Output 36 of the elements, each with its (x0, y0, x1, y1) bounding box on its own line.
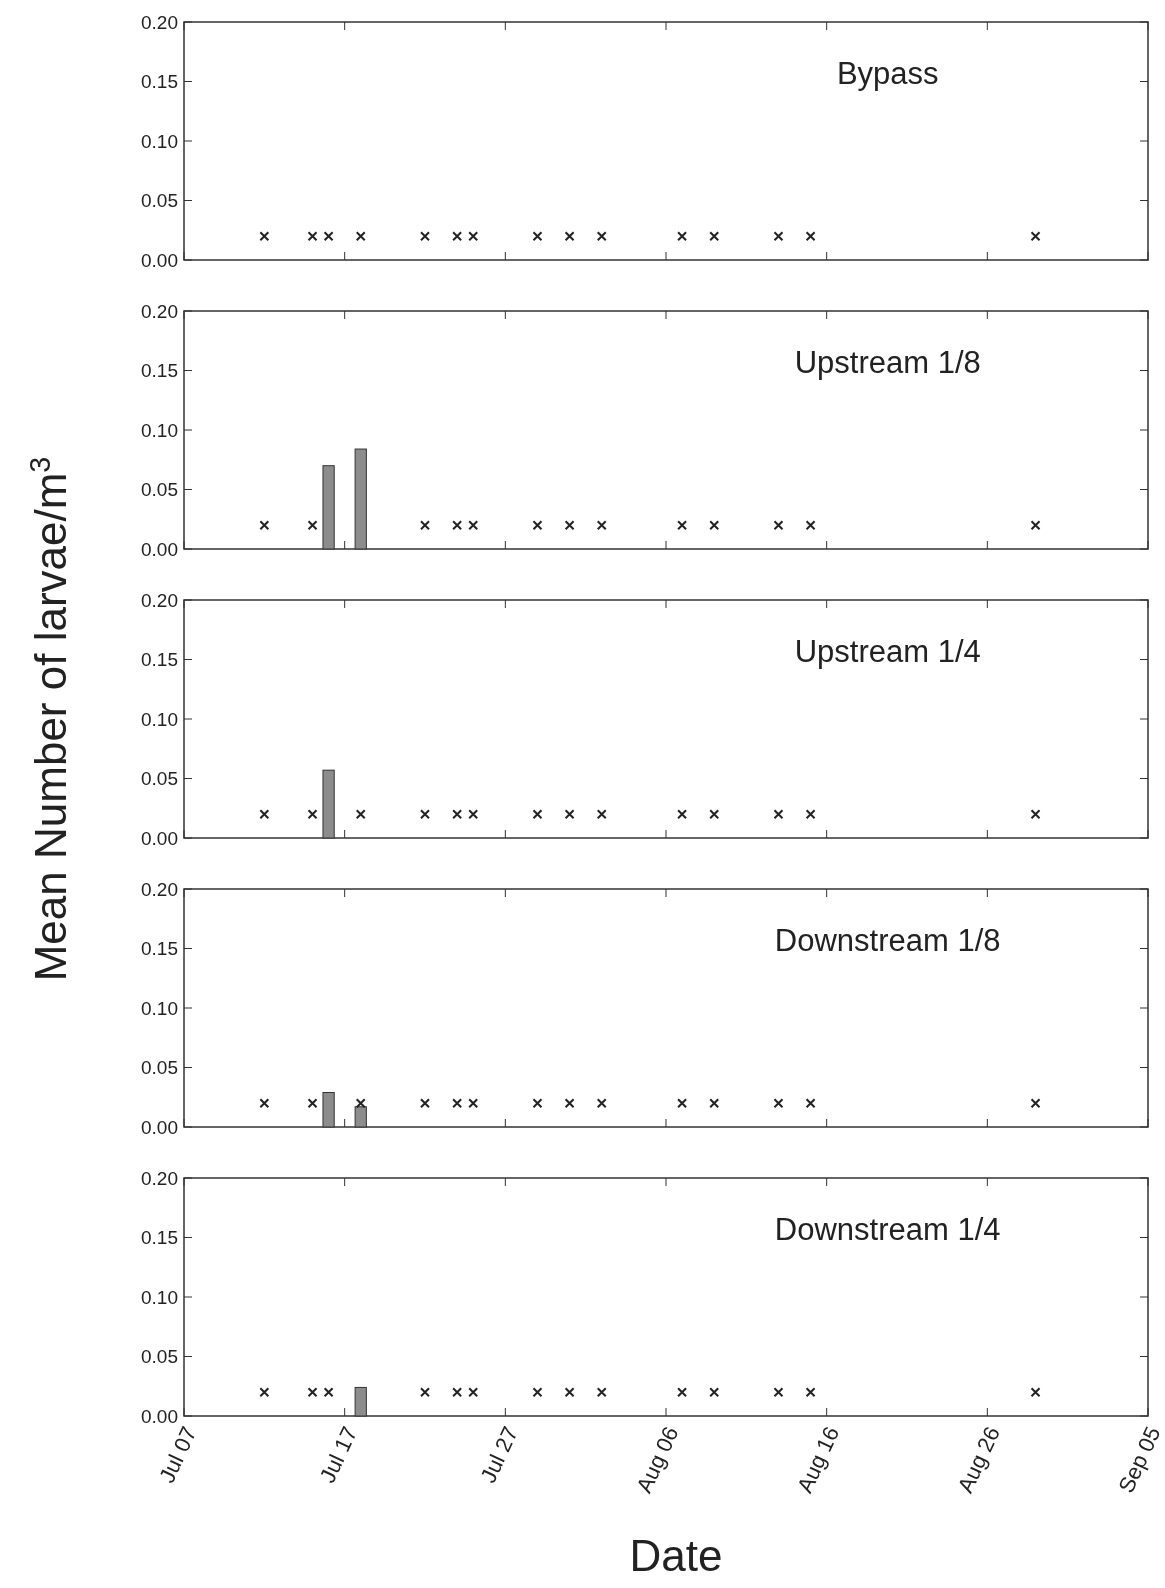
x-tick-label: Aug 26 (952, 1422, 1005, 1497)
y-tick-label: 0.00 (141, 827, 178, 849)
x-tick-label: Jul 17 (314, 1422, 363, 1487)
x-axis-title: Date (629, 1531, 723, 1580)
y-tick-label: 0.10 (141, 130, 178, 152)
y-tick-label: 0.05 (141, 190, 178, 212)
text: Bypass (836, 56, 939, 91)
y-tick-label: 0.05 (141, 1057, 178, 1079)
y-tick-label: 0.10 (141, 997, 178, 1019)
x-tick-label: Aug 16 (792, 1422, 845, 1497)
y-tick-label: 0.20 (141, 11, 178, 33)
y-tick-label: 0.20 (141, 300, 178, 322)
y-tick-label: 0.00 (141, 1116, 178, 1138)
x-tick-label: Sep 05 (1113, 1422, 1165, 1497)
text: Downstream 1/4 (774, 1212, 1001, 1247)
text: Downstream 1/8 (774, 923, 1001, 958)
x-tick-label: Aug 06 (631, 1422, 684, 1497)
y-tick-label: 0.05 (141, 1346, 178, 1368)
text: Upstream 1/8 (794, 345, 981, 380)
y-tick-label: 0.10 (141, 1286, 178, 1308)
x-tick-label: Jul 27 (475, 1422, 523, 1487)
y-tick-label: 0.20 (141, 589, 178, 611)
y-tick-label: 0.15 (141, 71, 178, 93)
text: Upstream 1/4 (794, 634, 981, 669)
y-tick-label: 0.10 (141, 419, 178, 441)
y-tick-label: 0.05 (141, 479, 178, 501)
y-tick-label: 0.15 (141, 1227, 178, 1249)
y-tick-label: 0.15 (141, 649, 178, 671)
y-tick-label: 0.00 (141, 538, 178, 560)
y-tick-label: 0.05 (141, 768, 178, 790)
y-tick-label: 0.20 (141, 1167, 178, 1189)
y-tick-label: 0.20 (141, 878, 178, 900)
y-tick-label: 0.10 (141, 708, 178, 730)
y-tick-label: 0.15 (141, 360, 178, 382)
y-tick-label: 0.00 (141, 249, 178, 271)
y-tick-label: 0.15 (141, 938, 178, 960)
